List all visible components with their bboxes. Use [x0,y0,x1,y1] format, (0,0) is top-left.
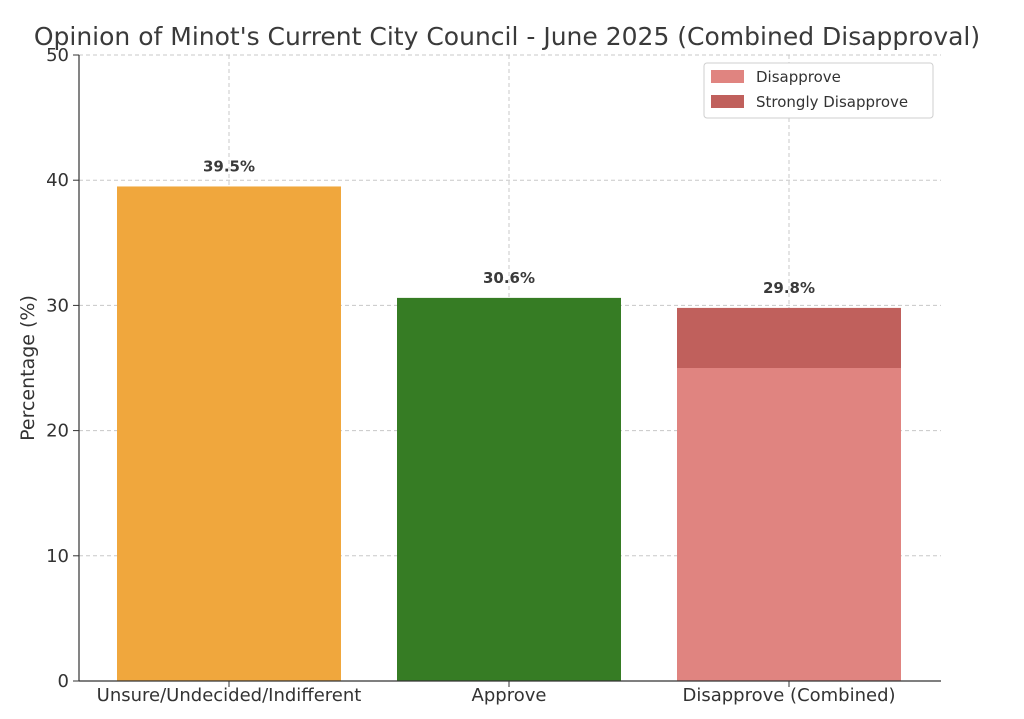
y-tick-label: 40 [46,170,69,191]
y-tick-label: 50 [46,45,69,66]
bar-0-segment-0 [117,186,341,681]
axes: 0 10 20 30 40 50 Unsure/Undecided/Indifferent A… [46,45,941,706]
x-tick-label-2: Disapprove (Combined) [682,685,895,706]
data-label-1: 30.6% [483,269,535,287]
legend-label-0: Disapprove [756,68,841,86]
legend-swatch-0 [711,70,744,83]
y-tick-label: 20 [46,421,69,442]
bar-1-segment-0 [397,297,621,681]
legend-box [703,62,934,119]
y-tick-label: 0 [58,671,69,692]
chart-title: Opinion of Minot's Current City Council … [34,22,980,51]
y-tick-label: 30 [46,295,69,316]
data-label-2: 29.8% [763,279,815,297]
bar-2-segment-0 [677,368,901,681]
legend-label-1: Strongly Disapprove [756,93,908,111]
data-labels: 39.5% 30.6% 29.8% [203,157,815,296]
legend-swatch-1 [711,95,744,108]
x-tick-label-0: Unsure/Undecided/Indifferent [97,685,362,706]
legend: Disapprove Strongly Disapprove [703,62,934,119]
x-tick-label-1: Approve [472,685,547,706]
y-tick-label: 10 [46,546,69,567]
data-label-0: 39.5% [203,157,255,175]
y-axis-label: Percentage (%) [17,295,39,441]
bars [117,186,901,681]
bar-2-segment-1 [677,307,901,368]
